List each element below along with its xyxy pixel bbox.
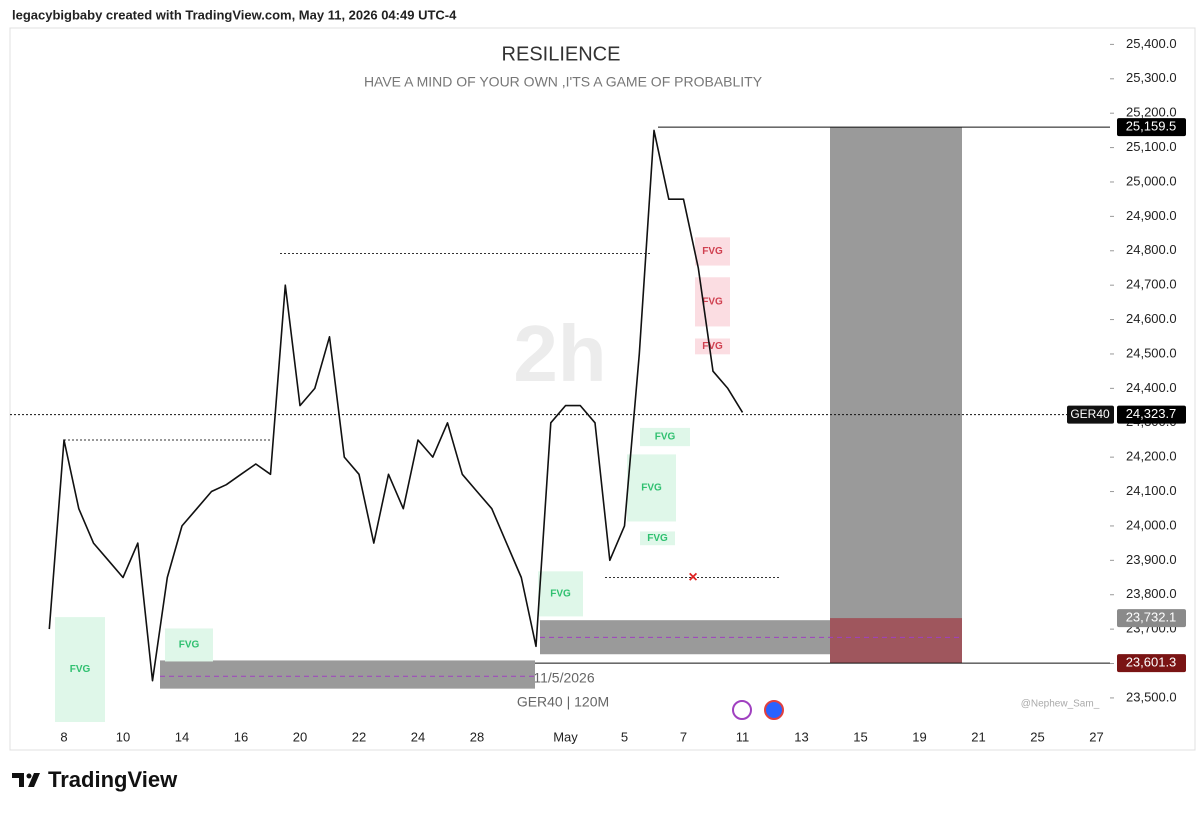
brand: TradingView bbox=[48, 767, 178, 792]
brand-logo bbox=[12, 773, 40, 787]
x-tick-label: 25 bbox=[1030, 729, 1044, 744]
y-tick-label: 24,700.0 bbox=[1126, 277, 1177, 292]
y-tick-label: 24,600.0 bbox=[1126, 311, 1177, 326]
zone-label: FVG bbox=[641, 483, 662, 494]
symbol-info: GER40 | 120M bbox=[517, 694, 609, 710]
y-tick-label: 24,800.0 bbox=[1126, 242, 1177, 257]
price-badge bbox=[1117, 118, 1186, 137]
x-tick-label: 13 bbox=[794, 729, 808, 744]
y-tick-label: 24,400.0 bbox=[1126, 380, 1177, 395]
marker: × bbox=[688, 569, 697, 586]
zone bbox=[627, 454, 676, 522]
y-tick-label: 25,100.0 bbox=[1126, 139, 1177, 154]
x-tick-label: 16 bbox=[234, 729, 248, 744]
x-tick-label: 10 bbox=[116, 729, 130, 744]
icon bbox=[764, 700, 784, 720]
y-tick-label: 25,200.0 bbox=[1126, 105, 1177, 120]
price-badge-label: 23,601.3 bbox=[1126, 655, 1177, 670]
credit: @Nephew_Sam_ bbox=[1021, 699, 1100, 710]
x-tick-label: 8 bbox=[60, 729, 67, 744]
x-tick-label: 28 bbox=[470, 729, 484, 744]
price-line bbox=[48, 129, 744, 682]
x-tick-label: 19 bbox=[912, 729, 926, 744]
zone bbox=[640, 531, 675, 546]
x-tick-label: 27 bbox=[1089, 729, 1103, 744]
zone bbox=[165, 628, 213, 662]
zone bbox=[830, 618, 962, 664]
y-tick-label: 24,500.0 bbox=[1126, 345, 1177, 360]
price-badge bbox=[1117, 405, 1186, 424]
y-tick-label: 24,900.0 bbox=[1126, 208, 1177, 223]
price-badge-label: 25,159.5 bbox=[1126, 119, 1177, 134]
zone-label: FVG bbox=[655, 432, 676, 443]
zone-label: FVG bbox=[702, 296, 723, 307]
y-tick-label: 24,000.0 bbox=[1126, 517, 1177, 532]
zone bbox=[695, 338, 730, 355]
symbol-badge-label: GER40 bbox=[1070, 407, 1110, 421]
price-badge bbox=[1117, 654, 1186, 673]
x-tick-label: May bbox=[553, 729, 578, 744]
x-tick-label: 14 bbox=[175, 729, 189, 744]
zone bbox=[695, 237, 730, 266]
zone bbox=[640, 427, 690, 447]
y-tick-label: 25,300.0 bbox=[1126, 70, 1177, 85]
x-tick-label: 22 bbox=[352, 729, 366, 744]
y-tick-label: 23,500.0 bbox=[1126, 689, 1177, 704]
header: legacybigbaby created with TradingView.c… bbox=[12, 7, 457, 22]
x-tick-label: 11 bbox=[736, 729, 750, 744]
price-badge-label: 23,732.1 bbox=[1126, 610, 1177, 625]
zone-label: FVG bbox=[702, 341, 723, 352]
y-tick-label: 24,200.0 bbox=[1126, 449, 1177, 464]
watermark: 2h bbox=[513, 309, 606, 398]
price-badge bbox=[1117, 609, 1186, 628]
price-badge-label: 24,323.7 bbox=[1126, 406, 1177, 421]
zone bbox=[830, 127, 962, 664]
y-tick-label: 25,400.0 bbox=[1126, 36, 1177, 51]
chart-title: RESILIENCE bbox=[502, 43, 621, 65]
icon bbox=[732, 700, 752, 720]
x-tick-label: 21 bbox=[971, 729, 985, 744]
zone-label: FVG bbox=[179, 640, 200, 651]
x-tick-label: 7 bbox=[680, 729, 687, 744]
x-tick-label: 15 bbox=[853, 729, 867, 744]
y-tick-label: 23,800.0 bbox=[1126, 586, 1177, 601]
y-tick-label: 25,000.0 bbox=[1126, 173, 1177, 188]
zone bbox=[160, 660, 535, 689]
zone-label: FVG bbox=[702, 246, 723, 257]
chart-subtitle: HAVE A MIND OF YOUR OWN ,I'TS A GAME OF … bbox=[364, 74, 763, 90]
zone bbox=[538, 571, 583, 617]
date-label: 11/5/2026 bbox=[533, 670, 594, 686]
zone-label: FVG bbox=[70, 664, 91, 675]
zone-label: FVG bbox=[550, 589, 571, 600]
x-tick-label: 5 bbox=[621, 729, 628, 744]
y-tick-label: 23,900.0 bbox=[1126, 552, 1177, 567]
x-tick-label: 20 bbox=[293, 729, 307, 744]
y-tick-label: 24,100.0 bbox=[1126, 483, 1177, 498]
x-tick-label: 24 bbox=[411, 729, 425, 744]
zone-label: FVG bbox=[647, 533, 668, 544]
zone bbox=[55, 617, 105, 722]
symbol-badge bbox=[1067, 405, 1114, 424]
